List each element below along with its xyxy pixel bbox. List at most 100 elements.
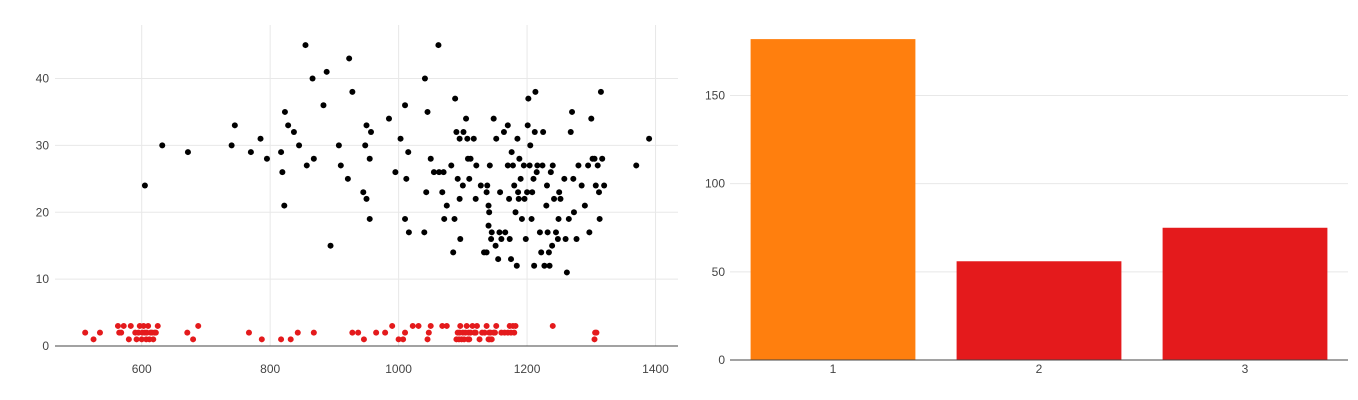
scatter-point (547, 169, 554, 176)
scatter-point (591, 155, 598, 162)
scatter-point (586, 229, 593, 236)
scatter-point (154, 322, 161, 329)
x-tick-label: 1000 (385, 362, 412, 376)
scatter-point (457, 236, 464, 242)
scatter-point (360, 189, 367, 196)
scatter-point (511, 329, 518, 336)
scatter-point (152, 329, 159, 336)
scatter-point (427, 155, 434, 162)
scatter-point (555, 215, 562, 222)
scatter-point (453, 129, 460, 135)
scatter-point (323, 68, 330, 75)
scatter-point (141, 182, 148, 189)
scatter-point (526, 162, 533, 169)
scatter-point (184, 149, 191, 156)
scatter-point (125, 336, 132, 343)
scatter-point (518, 215, 525, 222)
scatter-point (565, 215, 572, 222)
scatter-point (385, 115, 392, 122)
scatter-point (549, 162, 556, 169)
scatter-point (484, 182, 491, 189)
scatter-point (524, 122, 531, 129)
scatter-point (389, 322, 396, 329)
scatter-point (454, 175, 461, 182)
scatter-point (366, 215, 373, 222)
scatter-point (302, 42, 309, 49)
scatter-point (549, 322, 556, 329)
scatter-point (485, 222, 492, 229)
scatter-point (440, 169, 447, 176)
scatter-point (497, 189, 504, 196)
scatter-point (493, 322, 500, 329)
scatter-point (502, 229, 509, 236)
scatter-point (258, 336, 265, 343)
scatter-point (561, 175, 568, 182)
scatter-point (296, 142, 303, 149)
scatter-point (464, 135, 471, 142)
scatter-point (373, 329, 380, 336)
scatter-point (527, 142, 534, 149)
y-tick-label: 0 (718, 353, 725, 367)
scatter-point (530, 175, 537, 182)
scatter-point (466, 336, 473, 343)
scatter-point (450, 249, 457, 256)
scatter-point (509, 162, 516, 169)
scatter-point (585, 162, 592, 169)
y-tick-label: 40 (36, 72, 50, 86)
scatter-point (524, 189, 531, 196)
scatter-point (424, 108, 431, 115)
x-tick-label: 600 (132, 362, 152, 376)
scatter-point (463, 115, 470, 122)
scatter-point (363, 122, 370, 129)
scatter-point (382, 329, 389, 336)
scatter-point (515, 195, 522, 202)
scatter-point (490, 115, 497, 122)
red-series (82, 322, 600, 343)
scatter-point (456, 135, 463, 142)
scatter-point (573, 236, 580, 242)
scatter-point (402, 329, 409, 336)
scatter-point (456, 195, 463, 202)
scatter-point (508, 256, 515, 263)
scatter-point (363, 195, 370, 202)
scatter-point (516, 155, 523, 162)
scatter-point (477, 182, 484, 189)
scatter-point (570, 209, 577, 216)
scatter-point (485, 202, 492, 209)
scatter-point (543, 182, 550, 189)
scatter-point (278, 149, 285, 156)
x-tick-label: 800 (260, 362, 280, 376)
scatter-point (473, 322, 480, 329)
scatter-point (443, 202, 450, 209)
scatter-point (451, 215, 458, 222)
scatter-point (346, 55, 353, 62)
scatter-point (563, 269, 570, 276)
scatter-point (360, 336, 367, 343)
x-tick-label: 3 (1242, 362, 1249, 376)
scatter-point (491, 329, 498, 336)
x-tick-label: 1200 (514, 362, 541, 376)
scatter-point (150, 336, 157, 343)
scatter-point (145, 322, 152, 329)
scatter-point (575, 162, 582, 169)
scatter-point (496, 229, 503, 236)
scatter-point (467, 155, 474, 162)
scatter-point (593, 329, 600, 336)
scatter-point (592, 182, 599, 189)
scatter-point (486, 209, 493, 216)
scatter-point (521, 195, 528, 202)
scatter-point (463, 322, 470, 329)
scatter-point (460, 129, 467, 135)
scatter-point (310, 155, 317, 162)
scatter-point (483, 249, 490, 256)
scatter-point (423, 189, 430, 196)
scatter-point (349, 88, 356, 95)
scatter-point (532, 88, 539, 95)
scatter-point (513, 262, 520, 269)
scatter-point (90, 336, 97, 343)
scatter-point (551, 195, 558, 202)
x-tick-label: 2 (1036, 362, 1043, 376)
scatter-point (472, 195, 479, 202)
bar-3 (1162, 227, 1328, 360)
